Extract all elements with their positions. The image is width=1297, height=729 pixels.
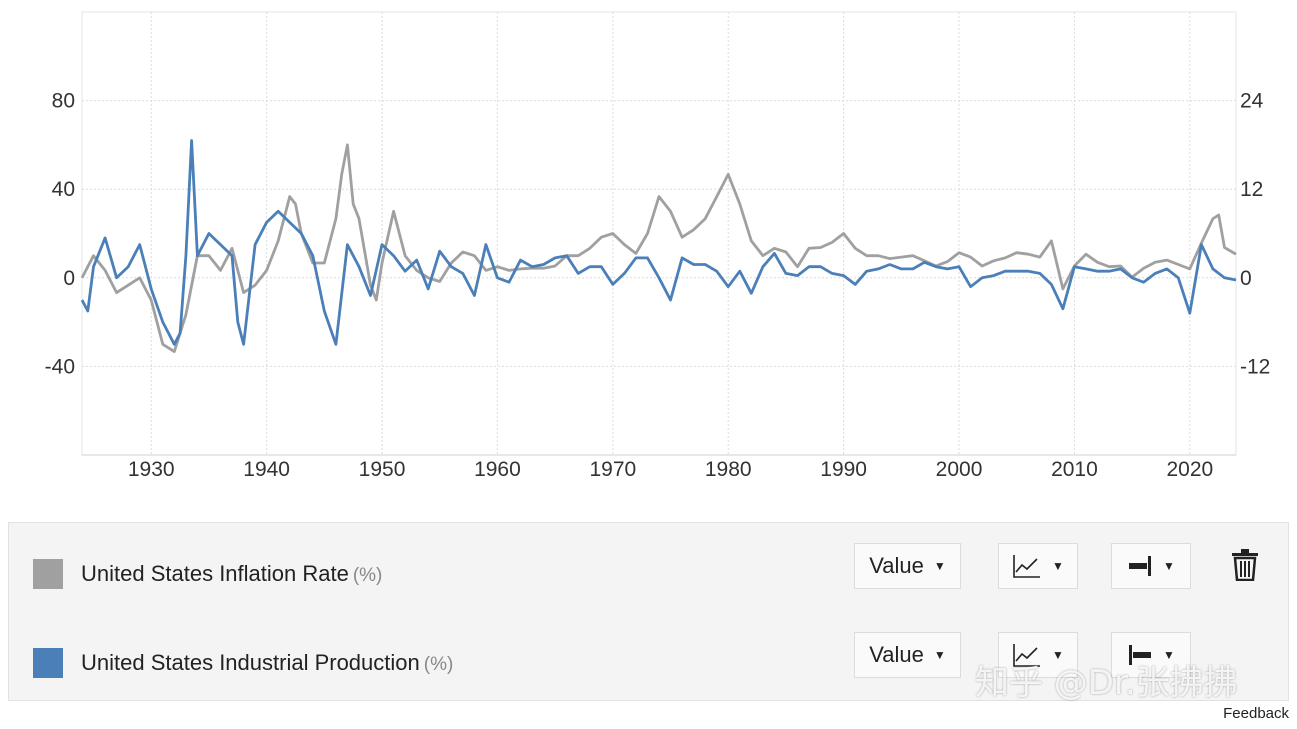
trash-icon[interactable] [1231,549,1259,581]
series-line-industrial-production [80,139,1237,346]
y-right-tick-label: 0 [1240,267,1252,290]
caret-down-icon: ▼ [1052,559,1064,573]
legend-row-inflation: United States Inflation Rate (%) Value ▼ ▼… [9,543,1288,603]
series-unit: (%) [423,654,454,675]
right-axis-icon [1129,556,1152,576]
caret-down-icon: ▼ [1052,648,1064,662]
series-unit: (%) [352,565,383,586]
plot-frame [81,11,1237,456]
line-chart-icon [1013,644,1041,667]
value-mode-label: Value [869,642,924,667]
legend-panel: United States Inflation Rate (%) Value ▼ ▼… [8,522,1289,701]
series-name[interactable]: United States Inflation Rate (%) [81,561,382,587]
legend-row-industrial: United States Industrial Production (%) V… [9,632,1288,692]
axis-side-dropdown[interactable]: ▼ [1111,632,1191,678]
x-tick-label: 2020 [1166,458,1213,481]
x-tick-label: 2010 [1051,458,1098,481]
y-left-tick-label: 0 [63,267,75,290]
y-right-tick-label: -12 [1240,355,1270,378]
caret-down-icon: ▼ [933,559,946,573]
series-name[interactable]: United States Industrial Production (%) [81,650,453,676]
chart-area: 80 40 0 -40 24 12 0 -12 1930 1940 1950 1960 1970 1980… [45,11,1270,481]
series-name-text: United States Industrial Production [81,650,420,675]
value-mode-label: Value [869,553,924,578]
watermark: 知乎 @Dr.张拂拂 [975,663,1238,703]
y-left-tick-label: 80 [52,90,75,113]
caret-down-icon: ▼ [1163,648,1175,662]
chart: 80 40 0 -40 24 12 0 -12 1930 1940 1950 1960 1970 1980… [45,11,1270,481]
caret-down-icon: ▼ [1163,559,1175,573]
x-tick-label: 1990 [820,458,867,481]
y-right-tick-label: 24 [1240,90,1264,113]
series-name-text: United States Inflation Rate [81,561,349,586]
feedback-link[interactable]: Feedback [1223,705,1289,722]
value-mode-dropdown[interactable]: Value ▼ [854,543,961,589]
y-right-tick-label: 12 [1240,178,1263,201]
series-swatch [33,559,63,589]
x-tick-label: 1980 [705,458,752,481]
chart-type-dropdown[interactable]: ▼ [998,632,1078,678]
left-axis-icon [1129,645,1152,665]
x-tick-label: 1950 [359,458,406,481]
chart-type-dropdown[interactable]: ▼ [998,543,1078,589]
caret-down-icon: ▼ [933,648,946,662]
x-tick-label: 2000 [936,458,983,481]
x-tick-label: 1960 [474,458,521,481]
x-tick-label: 1970 [589,458,636,481]
line-chart-icon [1013,555,1041,578]
x-tick-label: 1940 [243,458,290,481]
y-left-tick-label: 40 [52,178,75,201]
axis-side-dropdown[interactable]: ▼ [1111,543,1191,589]
value-mode-dropdown[interactable]: Value ▼ [854,632,961,678]
x-tick-label: 1930 [128,458,175,481]
series-swatch [33,648,63,678]
y-left-tick-label: -40 [45,355,75,378]
